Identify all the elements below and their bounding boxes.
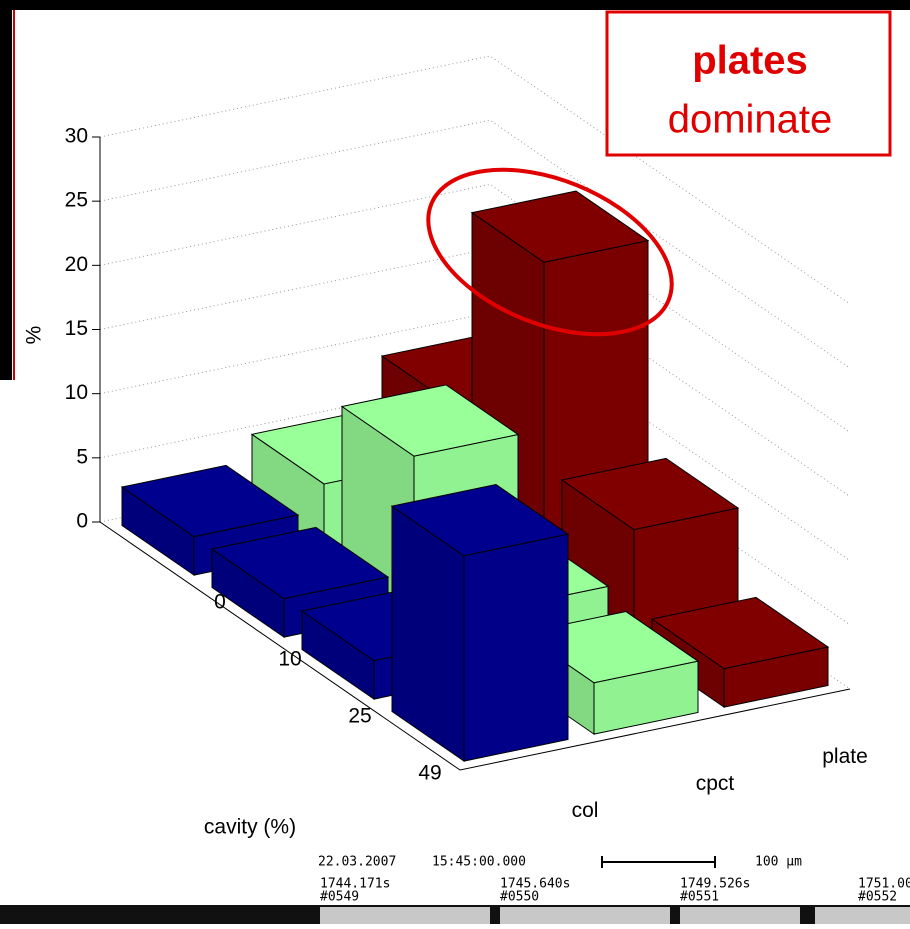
frame-id: #0549 [320,890,359,905]
thumbnail [815,907,910,924]
series-label: plate [822,745,868,768]
y-tick-label: 15 [65,317,88,340]
bar-front [464,534,568,761]
y-tick-label: 0 [76,510,88,533]
footer-date: 22.03.2007 [318,855,396,870]
x-tick-label: 10 [278,648,301,671]
bar [392,485,568,762]
series-label: cpct [696,772,735,795]
y-tick-label: 20 [65,253,88,276]
frame-id: #0552 [858,890,897,905]
x-tick-label: 49 [418,762,441,785]
annotation-text: dominate [668,98,833,142]
footer-time: 15:45:00.000 [432,855,526,870]
y-tick-label: 30 [65,125,88,148]
y-tick-label: 25 [65,189,88,212]
left-band [0,0,12,380]
series-label: col [572,799,599,822]
top-band [0,0,910,10]
page: 0510152025300102549colcpctplate % cavity… [0,0,910,929]
chart: 0510152025300102549colcpctplate % cavity… [0,0,910,924]
thumbnail [320,907,490,924]
y-label: % [23,326,46,345]
frame-id: #0550 [500,890,539,905]
annotation-title: plates [692,39,808,83]
thumbnail [680,907,800,924]
thumbnail [500,907,670,924]
x-label: cavity (%) [204,816,296,839]
y-tick-label: 10 [65,381,88,404]
footer-scale: 100 µm [755,855,802,870]
y-tick-label: 5 [76,445,88,468]
frame-id: #0551 [680,890,719,905]
x-tick-label: 25 [348,705,371,728]
